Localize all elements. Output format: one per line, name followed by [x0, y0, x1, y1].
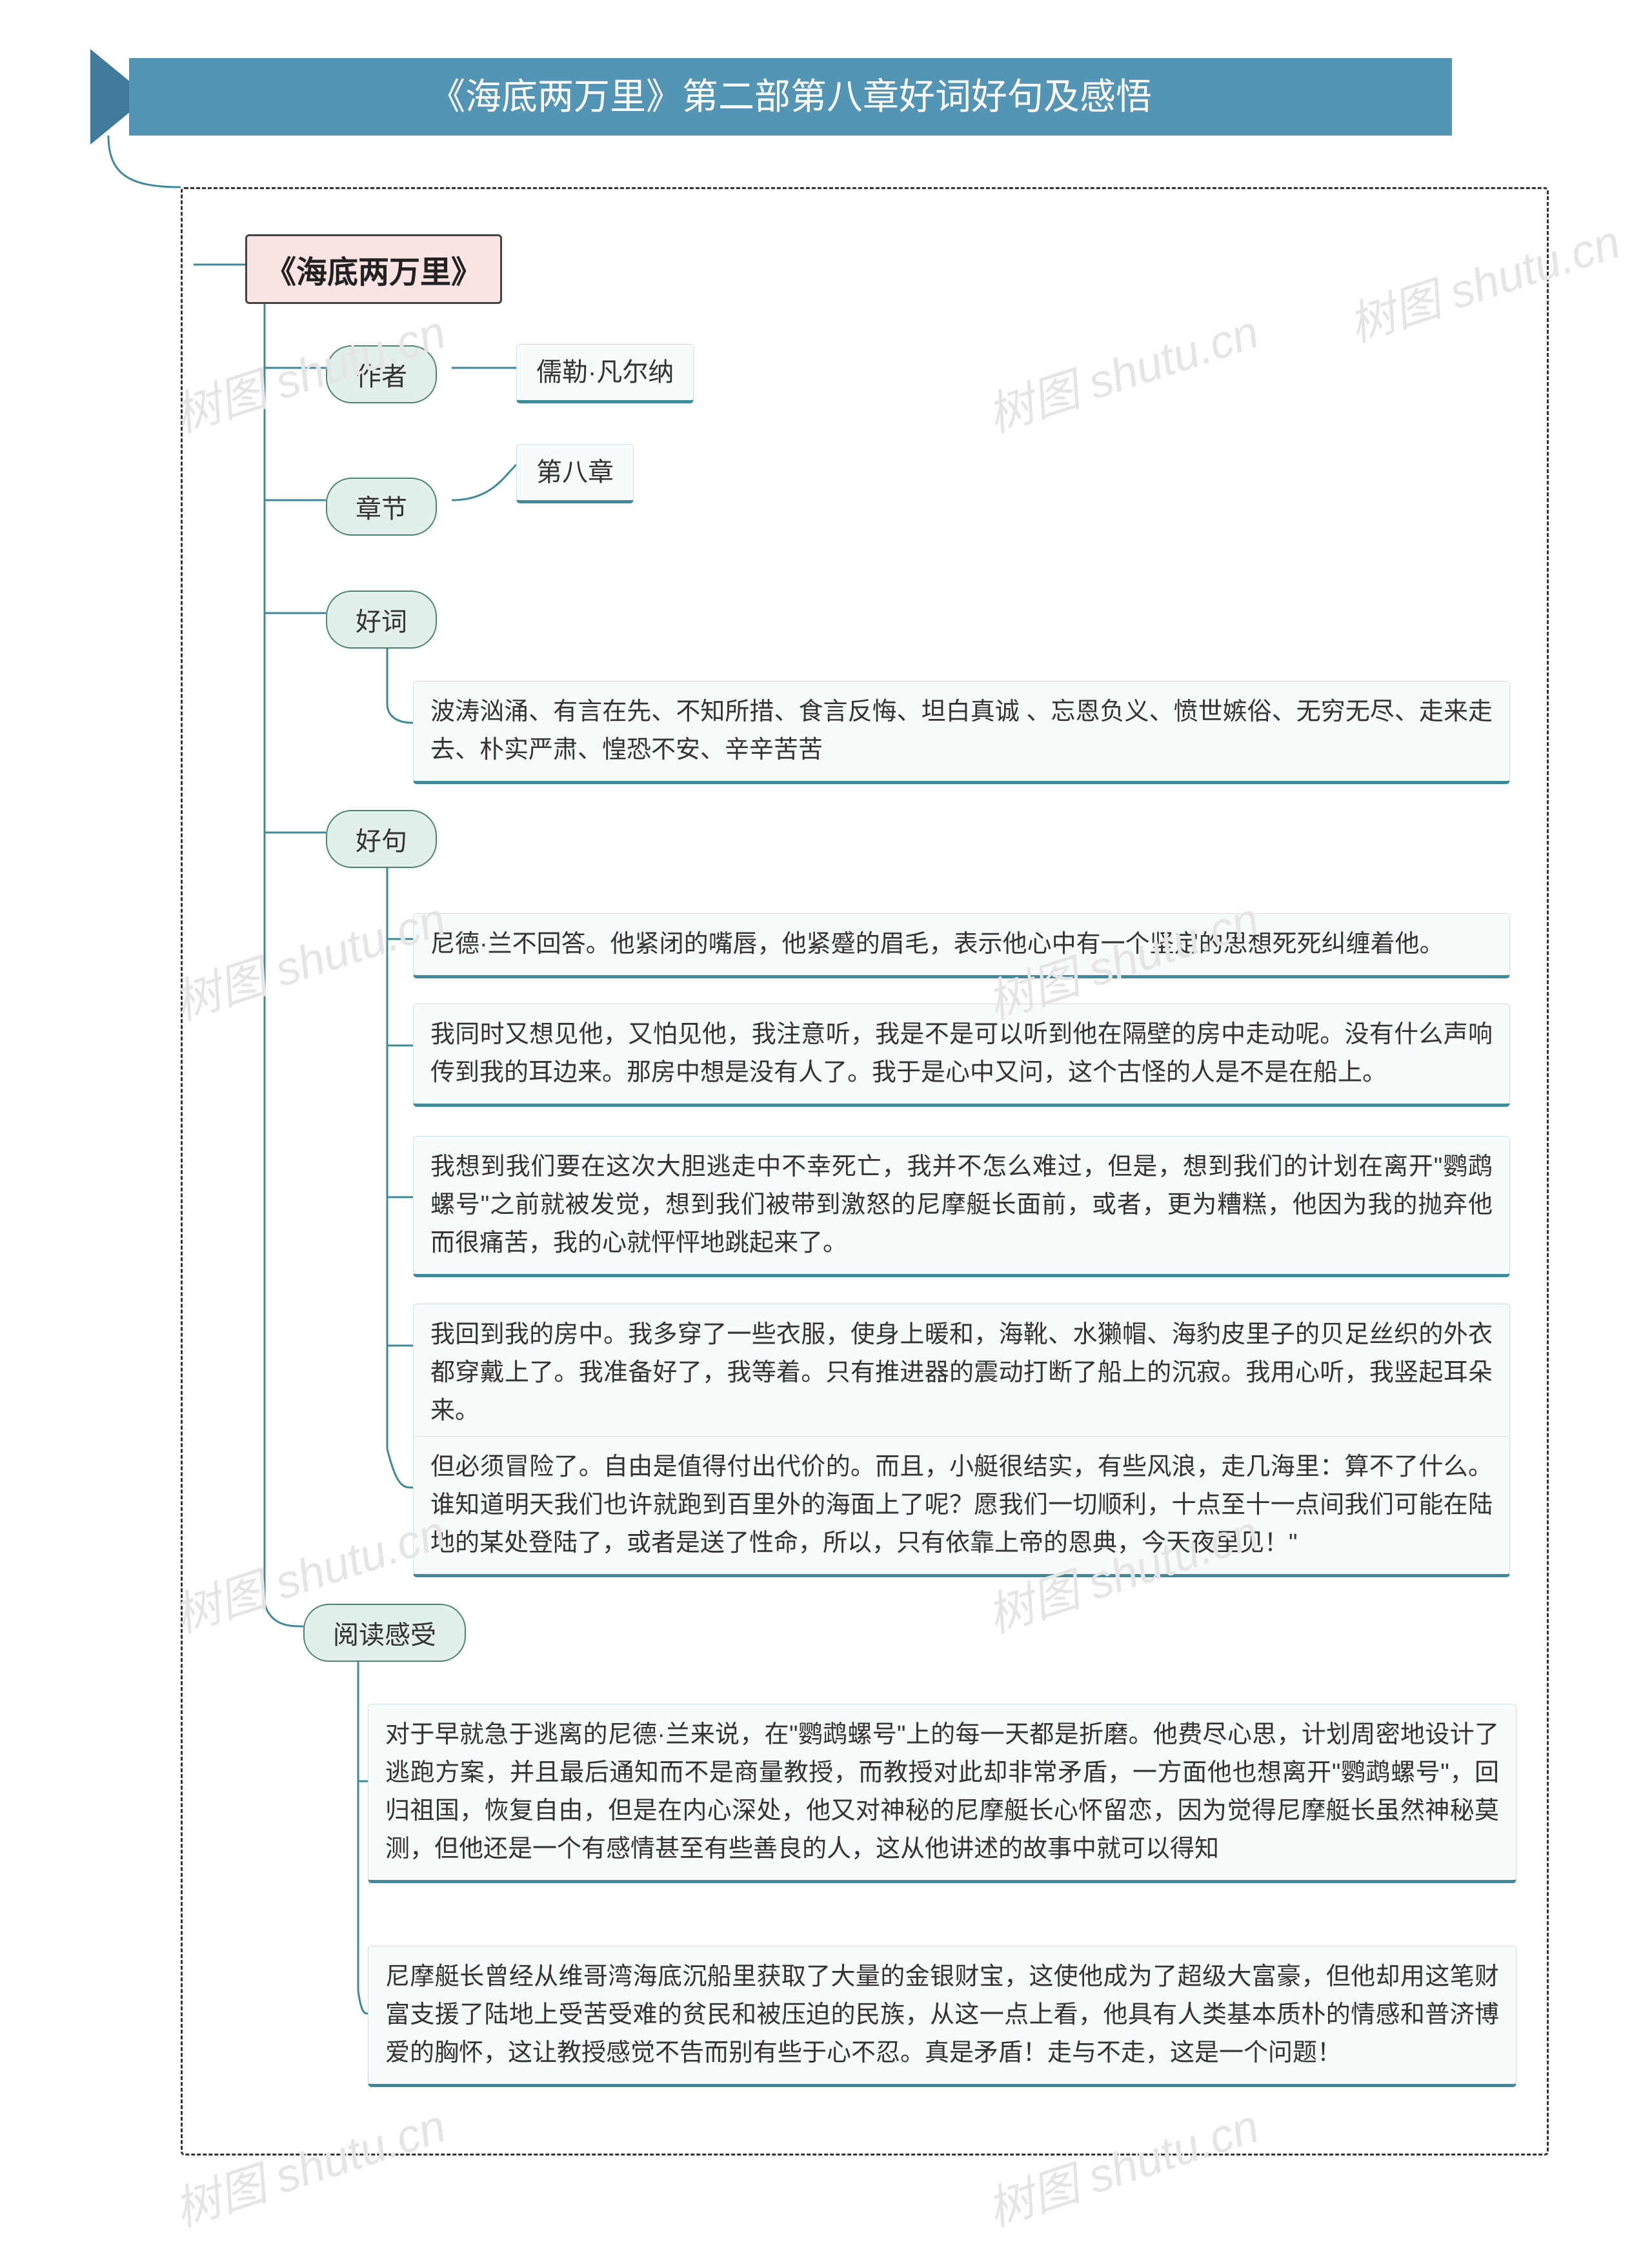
- banner-title: 《海底两万里》第二部第八章好词好句及感悟: [129, 58, 1452, 136]
- branch-feelings: 阅读感受: [303, 1604, 466, 1662]
- branch-sentences: 好句: [326, 810, 437, 868]
- branch-author: 作者: [326, 345, 437, 403]
- feeling-0: 对于早就急于逃离的尼德·兰来说，在"鹦鹉螺号"上的每一天都是折磨。他费尽心思，计…: [368, 1704, 1516, 1883]
- author-value: 儒勒·凡尔纳: [516, 344, 694, 403]
- chapter-value: 第八章: [516, 444, 634, 503]
- sentence-3: 我回到我的房中。我多穿了一些衣服，使身上暖和，海靴、水獭帽、海豹皮里子的贝足丝织…: [413, 1304, 1510, 1445]
- branch-chapter: 章节: [326, 478, 437, 536]
- sentence-4: 但必须冒险了。自由是值得付出代价的。而且，小艇很结实，有些风浪，走几海里：算不了…: [413, 1436, 1510, 1577]
- sentence-0: 尼德·兰不回答。他紧闭的嘴唇，他紧蹙的眉毛，表示他心中有一个坚定的思想死死纠缠着…: [413, 913, 1510, 978]
- canvas: 《海底两万里》第二部第八章好词好句及感悟: [0, 0, 1652, 2262]
- sentence-2: 我想到我们要在这次大胆逃走中不幸死亡，我并不怎么难过，但是，想到我们的计划在离开…: [413, 1136, 1510, 1277]
- branch-words: 好词: [326, 591, 437, 649]
- feeling-1: 尼摩艇长曾经从维哥湾海底沉船里获取了大量的金银财宝，这使他成为了超级大富豪，但他…: [368, 1946, 1516, 2087]
- sentence-1: 我同时又想见他，又怕见他，我注意听，我是不是可以听到他在隔壁的房中走动呢。没有什…: [413, 1004, 1510, 1107]
- root-title-node: 《海底两万里》: [245, 234, 502, 304]
- words-content: 波涛汹涌、有言在先、不知所措、食言反悔、坦白真诚 、忘恩负义、愤世嫉俗、无穷无尽…: [413, 681, 1510, 784]
